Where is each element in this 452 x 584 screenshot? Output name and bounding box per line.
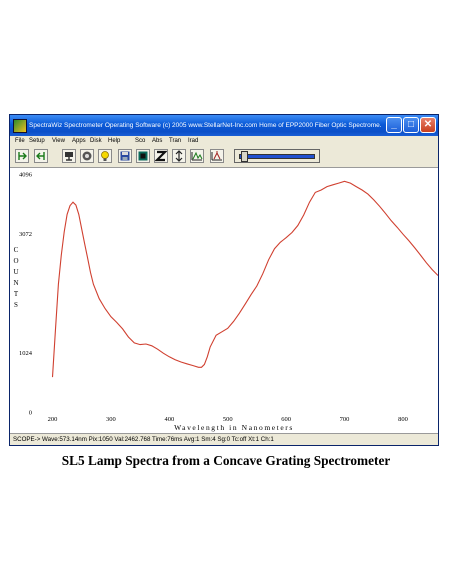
slider-thumb[interactable]: [240, 151, 248, 162]
x-tick-label: 500: [223, 416, 233, 423]
y-axis-label-letter: T: [14, 290, 19, 298]
menu-view[interactable]: View: [52, 138, 65, 144]
cursor-left-icon[interactable]: [15, 149, 29, 163]
status-bar: SCOPE-> Wave:573.14nm Pix:1050 Val:2462.…: [10, 433, 438, 446]
status-text: SCOPE-> Wave:573.14nm Pix:1050 Val:2462.…: [13, 436, 274, 443]
maximize-button[interactable]: □: [403, 117, 419, 133]
app-icon: [13, 119, 27, 133]
menu-setup[interactable]: Setup: [29, 138, 45, 144]
minimize-button[interactable]: _: [386, 117, 402, 133]
y-axis-label-letter: C: [14, 246, 19, 254]
menu-disk[interactable]: Disk: [90, 138, 102, 144]
y-tick-label: 0: [29, 410, 32, 417]
menu-abs[interactable]: Abs: [152, 138, 163, 144]
y-tick-label: 3072: [19, 231, 32, 238]
menu-bar: File Setup View Apps Disk Help Sco Abs T…: [10, 136, 438, 147]
y-tick-label: 1024: [19, 350, 33, 357]
y-axis-label-letter: O: [13, 257, 18, 265]
slider-track[interactable]: [239, 154, 315, 159]
dark-scan-icon[interactable]: [136, 149, 150, 163]
y-tick-label: 4096: [19, 172, 33, 179]
cursor-right-icon[interactable]: [34, 149, 48, 163]
x-tick-label: 400: [164, 416, 174, 423]
x-axis-label: Wavelength in Nanometers: [174, 423, 294, 432]
x-tick-label: 300: [106, 416, 116, 423]
lightbulb-icon[interactable]: [98, 149, 112, 163]
spectrawiz-window: SpectraWiz Spectrometer Operating Softwa…: [9, 114, 439, 446]
close-button[interactable]: ✕: [420, 117, 436, 133]
menu-help[interactable]: Help: [108, 138, 121, 144]
toolbar: [10, 148, 438, 166]
y-axis-label-letter: U: [13, 268, 18, 276]
y-axis-label-letter: N: [13, 279, 18, 287]
menu-irad[interactable]: Irad: [188, 138, 199, 144]
save-disk-icon[interactable]: [118, 149, 132, 163]
x-tick-label: 700: [340, 416, 350, 423]
menu-file[interactable]: File: [15, 138, 25, 144]
y-axis-label-letter: S: [14, 301, 18, 309]
title-bar[interactable]: SpectraWiz Spectrometer Operating Softwa…: [10, 115, 438, 136]
menu-apps[interactable]: Apps: [72, 138, 86, 144]
x-tick-label: 600: [281, 416, 291, 423]
peak-icon[interactable]: [190, 149, 204, 163]
figure-caption: SL5 Lamp Spectra from a Concave Grating …: [61, 453, 391, 468]
target-icon[interactable]: [80, 149, 94, 163]
window-title: SpectraWiz Spectrometer Operating Softwa…: [29, 122, 381, 129]
menu-tran[interactable]: Tran: [169, 138, 182, 144]
spectrum-line: [51, 180, 439, 378]
zoom-icon[interactable]: [154, 149, 168, 163]
x-tick-label: 800: [398, 416, 408, 423]
menu-sco[interactable]: Sco: [135, 138, 146, 144]
reference-icon[interactable]: [172, 149, 186, 163]
x-tick-label: 200: [48, 416, 58, 423]
integration-slider[interactable]: [234, 149, 320, 163]
scope-icon[interactable]: [62, 149, 76, 163]
autoscale-icon[interactable]: [210, 149, 224, 163]
